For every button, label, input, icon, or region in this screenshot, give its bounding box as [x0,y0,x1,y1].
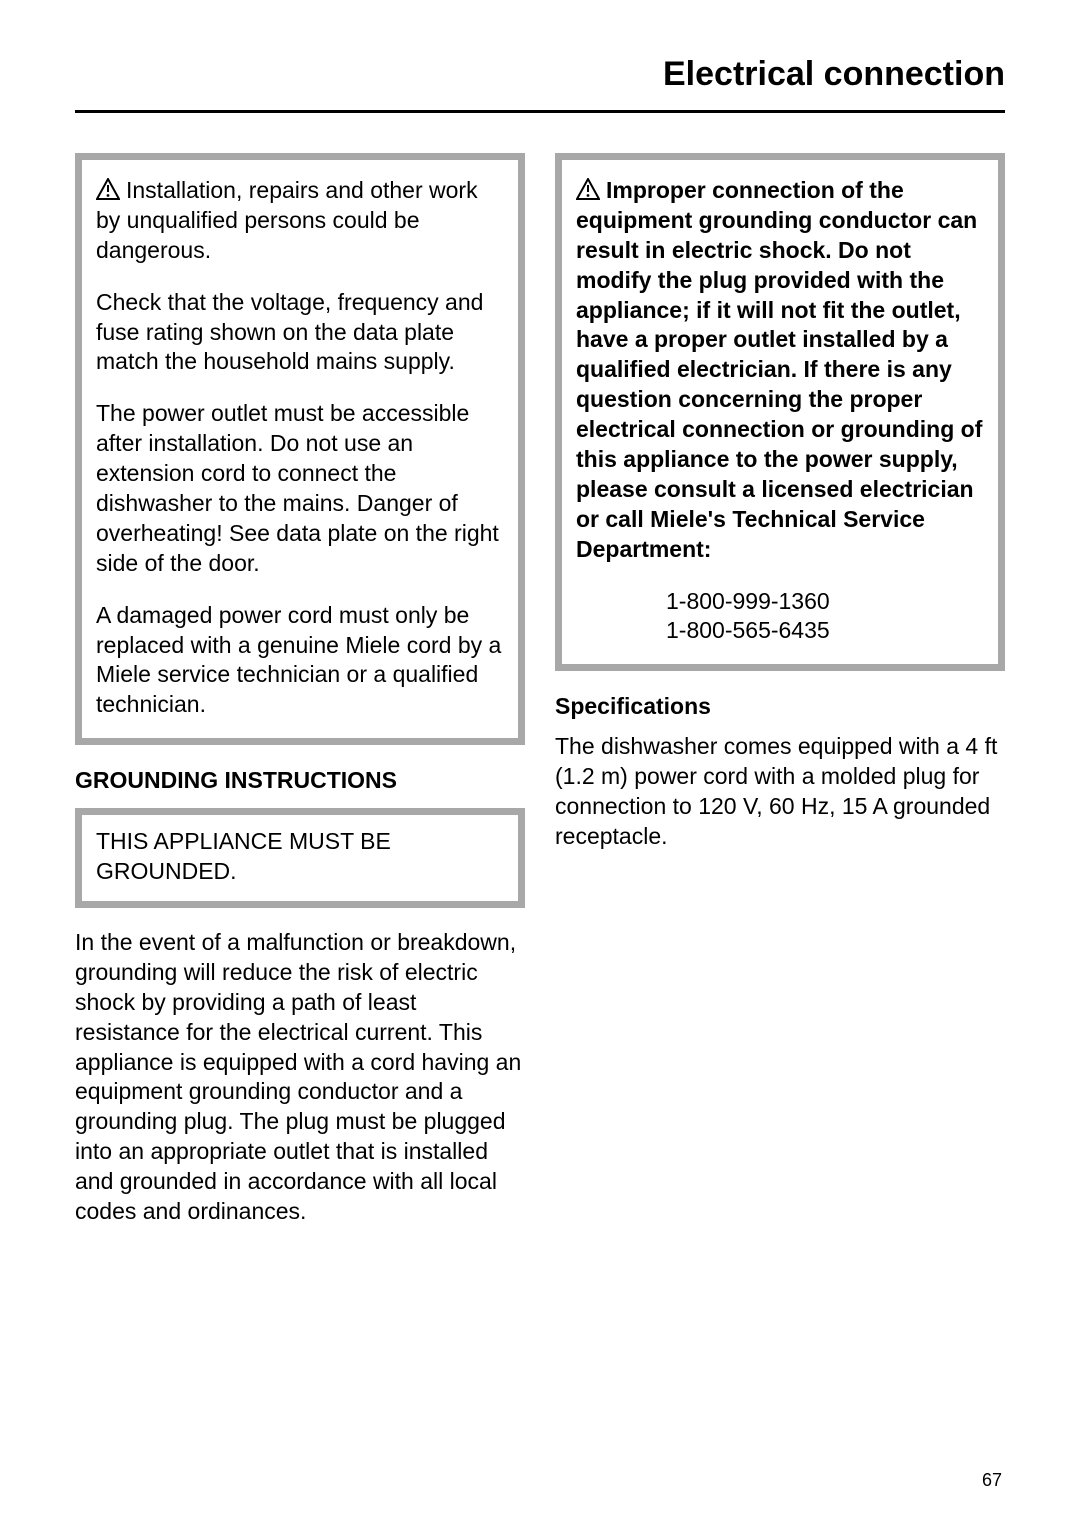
phone-1: 1-800-999-1360 [666,587,986,617]
page-title: Electrical connection [75,55,1005,113]
grounding-box: THIS APPLIANCE MUST BE GROUNDED. [75,808,525,908]
shock-warning-callout: Improper connection of the equipment gro… [555,153,1005,671]
callout-p3: The power outlet must be accessible afte… [96,399,506,578]
content-columns: Installation, repairs and other work by … [75,153,1005,1227]
spec-body: The dishwasher comes equipped with a 4 f… [555,732,1005,852]
grounding-heading: GROUNDING INSTRUCTIONS [75,767,525,794]
phone-2: 1-800-565-6435 [666,616,986,646]
callout-p1: Installation, repairs and other work by … [96,176,506,266]
warning-icon [96,178,120,200]
safety-callout: Installation, repairs and other work by … [75,153,525,745]
shock-warning-p: Improper connection of the equipment gro… [576,176,986,565]
page-number: 67 [982,1470,1002,1491]
callout-p2: Check that the voltage, frequency and fu… [96,288,506,378]
left-column: Installation, repairs and other work by … [75,153,525,1227]
shock-warning-text: Improper connection of the equipment gro… [576,177,982,562]
right-column: Improper connection of the equipment gro… [555,153,1005,1227]
grounding-body: In the event of a malfunction or breakdo… [75,928,525,1227]
spec-heading: Specifications [555,693,1005,720]
callout-p4: A damaged power cord must only be replac… [96,601,506,721]
phone-block: 1-800-999-1360 1-800-565-6435 [576,587,986,647]
warning-icon [576,178,600,200]
callout-p1-text: Installation, repairs and other work by … [96,177,478,263]
